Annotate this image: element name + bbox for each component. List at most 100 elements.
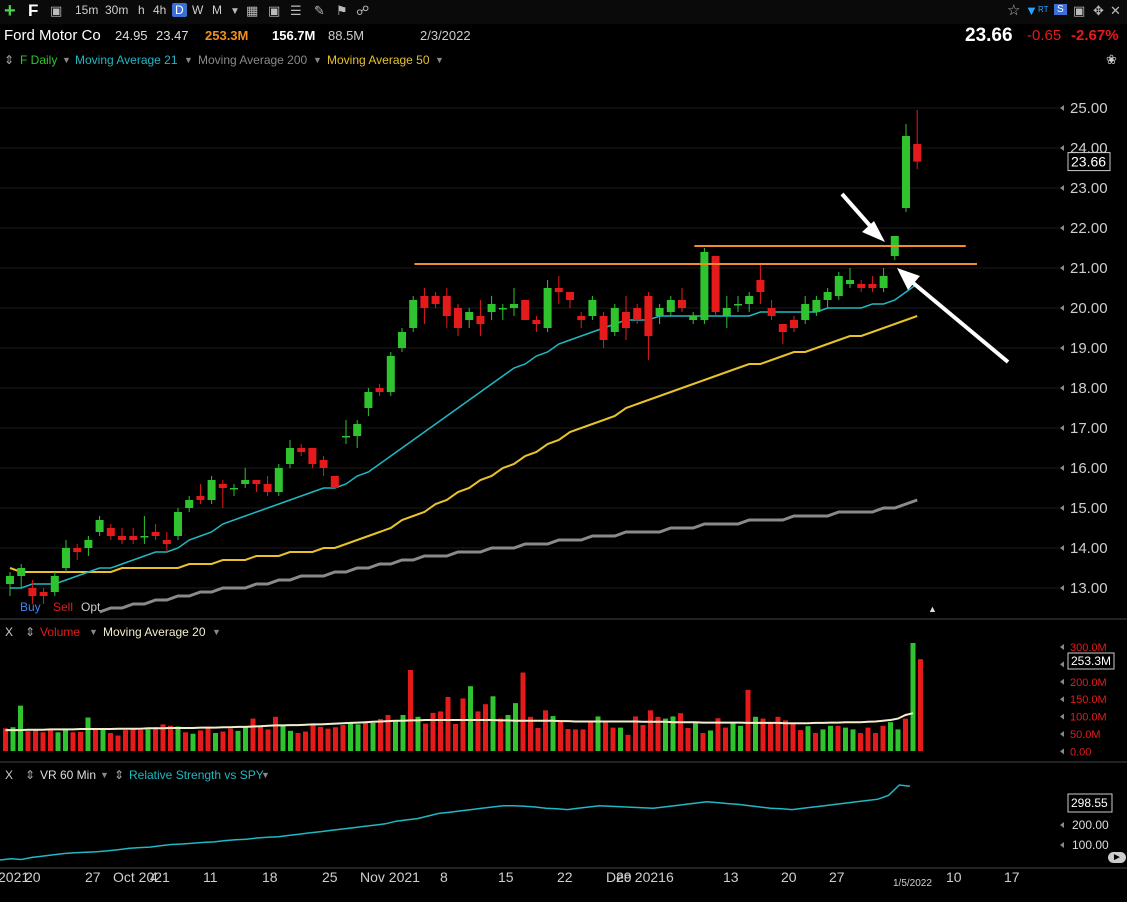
legend-ma21[interactable]: Moving Average 21 xyxy=(75,53,178,67)
legend-series[interactable]: F Daily xyxy=(20,53,58,67)
volume-bar xyxy=(760,718,766,751)
legend-vr[interactable]: VR 60 Min xyxy=(40,768,97,782)
buy-button[interactable]: Buy xyxy=(20,600,41,614)
legend-ma50[interactable]: Moving Average 50 xyxy=(327,53,430,67)
x-tick-label: 11 xyxy=(203,869,218,885)
sell-button[interactable]: Sell xyxy=(53,600,74,614)
close-volume-button[interactable]: X xyxy=(5,625,14,639)
legend-rs[interactable]: Relative Strength vs SPY xyxy=(129,768,264,782)
tag-icon[interactable]: ⚑ xyxy=(336,3,348,18)
candle-up xyxy=(398,332,406,348)
tick-marker xyxy=(1060,545,1064,551)
save-icon[interactable]: ▣ xyxy=(1073,3,1086,18)
legend-volume-ma[interactable]: Moving Average 20 xyxy=(103,625,206,639)
pencil-icon[interactable]: ✎ xyxy=(314,3,325,18)
scroll-right-icon[interactable]: ► xyxy=(1108,852,1126,863)
volume-tick-label: 0.00 xyxy=(1070,746,1091,758)
volume-bar xyxy=(25,731,31,751)
last-price: 23.66 xyxy=(965,25,1013,46)
candle-up xyxy=(386,356,395,392)
scroll-up-icon[interactable]: ▲ xyxy=(928,604,937,614)
share-icon[interactable]: ☍ xyxy=(356,3,370,18)
drag-handle-icon[interactable]: ⇕ xyxy=(25,768,36,782)
tf-15m[interactable]: 15m xyxy=(75,3,99,17)
candle-down xyxy=(532,320,541,324)
chevron-down-icon[interactable]: ▼ xyxy=(313,55,322,65)
candle-up xyxy=(812,300,821,312)
chevron-down-icon[interactable]: ▼ xyxy=(435,55,444,65)
volume-bar xyxy=(228,728,233,751)
tf-d[interactable]: D xyxy=(172,3,187,17)
y-tick-label: 18.00 xyxy=(1070,380,1108,397)
chevron-down-icon[interactable]: ▼ xyxy=(100,770,109,780)
layers-icon[interactable]: ☰ xyxy=(290,3,302,18)
volume-bar xyxy=(265,729,271,751)
tf-30m[interactable]: 30m xyxy=(105,3,129,17)
volume-bar xyxy=(865,727,871,751)
plus-icon[interactable]: + xyxy=(4,0,16,22)
realtime-icon[interactable]: ▼ xyxy=(1025,3,1038,18)
legend-volume[interactable]: Volume xyxy=(40,625,81,639)
volume-bar xyxy=(175,726,181,751)
tick-marker xyxy=(1060,678,1064,685)
candle-up xyxy=(846,280,854,284)
tick-marker xyxy=(1060,105,1064,111)
symbol-label[interactable]: F xyxy=(28,1,39,20)
candle-up xyxy=(487,304,496,312)
last-price-label: 23.66 xyxy=(1071,154,1106,170)
candle-up xyxy=(286,448,294,464)
chevron-down-icon[interactable]: ▼ xyxy=(230,6,240,17)
chevron-down-icon[interactable]: ▼ xyxy=(184,55,193,65)
volume-bar xyxy=(573,729,578,751)
volume-bar xyxy=(370,722,376,751)
drag-handle-icon[interactable]: ⇕ xyxy=(4,53,15,67)
volume-bar xyxy=(768,722,773,751)
drag-handle-icon[interactable]: ⇕ xyxy=(25,625,36,639)
x-tick-label: 15 xyxy=(498,869,514,885)
close-icon[interactable]: ✕ xyxy=(1110,3,1121,18)
x-tick-label: 18 xyxy=(262,869,278,885)
drag-handle-icon[interactable]: ⇕ xyxy=(114,768,125,782)
y-tick-label: 13.00 xyxy=(1070,580,1108,597)
calculator-icon[interactable]: ▣ xyxy=(268,3,281,18)
tf-h[interactable]: h xyxy=(138,3,145,17)
volume-bar xyxy=(625,734,631,751)
camera-icon[interactable]: ▣ xyxy=(50,3,63,18)
candle-down xyxy=(644,296,653,336)
volume-bar xyxy=(918,659,923,751)
candle-up xyxy=(62,548,70,568)
chevron-down-icon[interactable]: ▼ xyxy=(62,55,71,65)
quote-volume: 253.3M xyxy=(205,28,249,43)
palette-icon[interactable]: ❀ xyxy=(1106,52,1117,67)
volume-bar xyxy=(603,722,608,751)
close-rs-button[interactable]: X xyxy=(5,768,14,782)
x-tick-label: 22 xyxy=(557,869,573,885)
x-tick-label: Oct 2021 xyxy=(113,869,170,885)
candle-up xyxy=(409,300,418,328)
opt-button[interactable]: Opt xyxy=(81,600,101,614)
candle-up xyxy=(666,300,675,312)
candle-up xyxy=(95,520,104,532)
candle-down xyxy=(767,308,776,316)
tf-4h[interactable]: 4h xyxy=(153,3,167,17)
move-icon[interactable]: ✥ xyxy=(1093,3,1104,18)
volume-tick-label: 200.0M xyxy=(1070,677,1107,689)
volume-bar xyxy=(378,718,383,751)
toolbar: + F ▣ 15m 30m h 4h D W M ▼ ▦ ▣ ☰ ✎ ⚑ ☍ ☆… xyxy=(0,0,1127,24)
s-button[interactable]: S xyxy=(1054,4,1067,15)
tf-w[interactable]: W xyxy=(192,3,204,17)
candle-up xyxy=(364,392,373,408)
tf-m[interactable]: M xyxy=(212,3,222,17)
bar-style-icon[interactable]: ▦ xyxy=(246,3,259,18)
legend-ma200[interactable]: Moving Average 200 xyxy=(198,53,308,67)
chevron-down-icon[interactable]: ▼ xyxy=(212,627,221,637)
star-icon[interactable]: ☆ xyxy=(1007,2,1021,19)
volume-bar xyxy=(498,718,503,751)
volume-bar xyxy=(850,729,856,751)
volume-bar xyxy=(903,718,908,751)
volume-bar xyxy=(648,710,653,751)
chevron-down-icon[interactable]: ▼ xyxy=(261,770,270,780)
chevron-down-icon[interactable]: ▼ xyxy=(89,627,98,637)
volume-last-label: 253.3M xyxy=(1071,654,1111,668)
